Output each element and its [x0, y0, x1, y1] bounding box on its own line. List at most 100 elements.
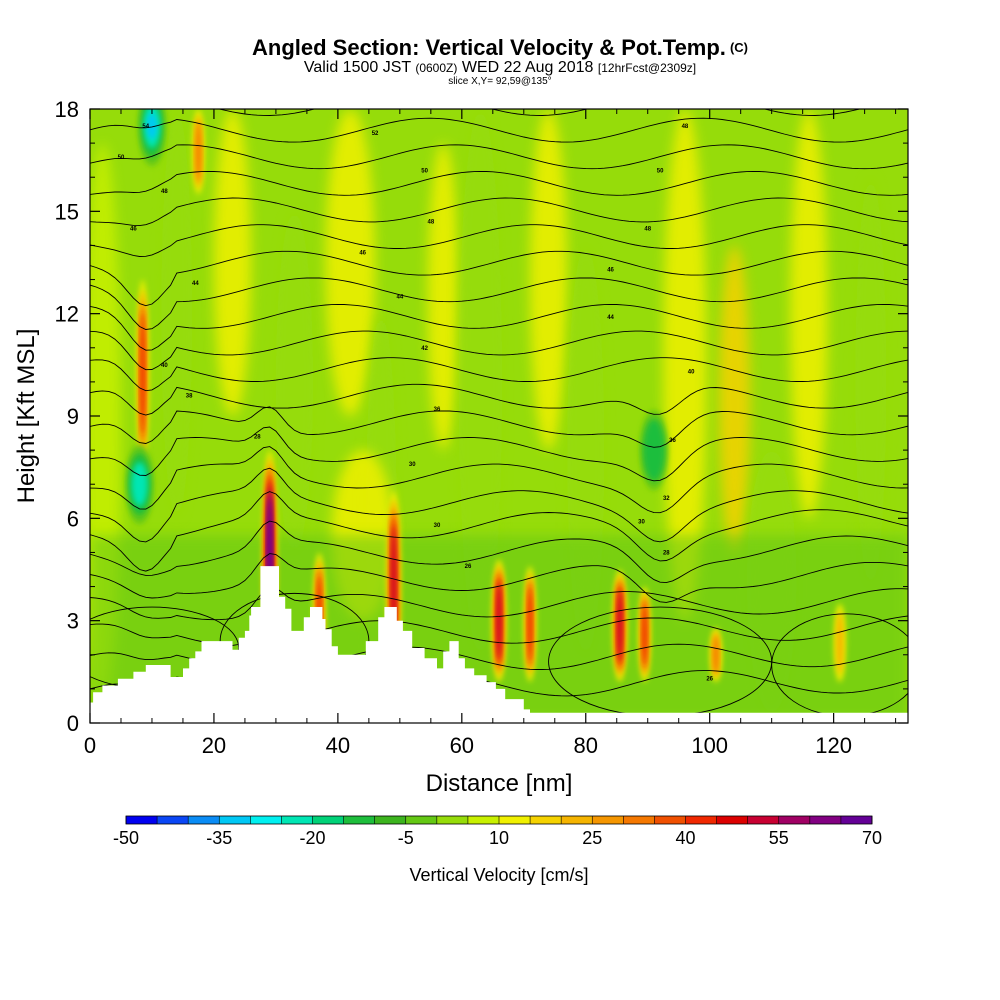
- theta-contour-label: 50: [657, 168, 664, 174]
- theta-contour: [90, 553, 908, 603]
- theta-contour-label: 30: [409, 462, 416, 468]
- x-axis: 0 20 40 60 80 100 120: [84, 109, 897, 758]
- x-tick-label: 80: [574, 733, 598, 758]
- theta-contours: [90, 109, 908, 717]
- colorbar-swatch: [561, 816, 593, 824]
- theta-contour-label: 32: [663, 496, 670, 502]
- subtitle-date: WED 22 Aug 2018: [461, 59, 594, 76]
- field-streak: [718, 245, 750, 553]
- theta-contour-label: 46: [130, 226, 137, 232]
- colorbar-swatch: [716, 816, 748, 824]
- theta-contour-label: 48: [682, 124, 689, 130]
- updraft-core: [713, 635, 719, 675]
- theta-contour-label: 38: [186, 394, 193, 400]
- updraft-core: [140, 310, 145, 436]
- theta-contour: [90, 586, 908, 621]
- theta-contour: [90, 467, 908, 543]
- colorbar-swatch: [499, 816, 531, 824]
- colorbar-swatch: [250, 816, 282, 824]
- x-tick-label: 120: [815, 733, 852, 758]
- y-tick-label: 0: [67, 711, 79, 736]
- colorbar-swatch: [405, 816, 438, 824]
- theta-contour-label: 48: [427, 220, 434, 226]
- colorbar-swatch: [747, 816, 780, 824]
- colorbar-swatch: [467, 816, 500, 824]
- theta-contour-label: 52: [372, 131, 379, 137]
- colorbar-swatch: [126, 816, 158, 824]
- colorbar-swatch: [840, 816, 873, 824]
- colorbar-swatch: [157, 816, 189, 824]
- y-tick-label: 15: [55, 199, 79, 224]
- theta-contour-label: 30: [638, 520, 645, 526]
- chart-title-unit: (C): [729, 40, 748, 55]
- y-axis-label: Height [Kft MSL]: [13, 329, 40, 504]
- terrain: [90, 566, 908, 723]
- theta-contour-label: 28: [254, 434, 261, 440]
- theta-contour: [90, 357, 908, 392]
- y-tick-label: 6: [67, 506, 79, 531]
- colorbar-label: Vertical Velocity [cm/s]: [409, 865, 588, 885]
- chart-title-block: Angled Section: Vertical Velocity & Pot.…: [0, 36, 1000, 88]
- colorbar-swatch: [436, 816, 469, 824]
- y-tick-label: 12: [55, 302, 79, 327]
- downdraft-core: [642, 419, 665, 482]
- field-streak: [663, 109, 707, 621]
- colorbar-swatch: [219, 816, 251, 824]
- field-streak: [161, 109, 193, 519]
- colorbar-swatch: [312, 816, 344, 824]
- colorbar-tick-label: 40: [675, 828, 695, 848]
- downdraft-core: [146, 113, 157, 140]
- theta-contour: [90, 197, 908, 227]
- chart-subtitle: Valid 1500 JST (0600Z) WED 22 Aug 2018 […: [0, 60, 1000, 76]
- theta-contour: [90, 170, 908, 196]
- updraft-core: [642, 602, 647, 667]
- x-tick-label: 40: [326, 733, 350, 758]
- colorbar-tick-label: -5: [398, 828, 414, 848]
- theta-contour: [90, 426, 908, 482]
- colorbar-swatch: [809, 816, 842, 824]
- field-streak: [213, 109, 252, 416]
- field-streak: [275, 211, 314, 553]
- theta-contour: [90, 144, 908, 170]
- theta-contour: [90, 250, 908, 307]
- y-tick-label: 18: [55, 97, 79, 122]
- y-tick-label: 3: [67, 609, 79, 634]
- theta-contour-labels: 54 52 48 50 50 50 48 48 48 46 46 46 44 44 44 42 40 40 38 36…: [118, 124, 714, 683]
- theta-contour-label: 44: [397, 295, 404, 301]
- colorbar-tick-label: 10: [489, 828, 509, 848]
- colorbar-swatch: [623, 816, 655, 824]
- downdraft-core: [131, 462, 148, 507]
- theta-contour-label: 48: [644, 226, 651, 232]
- colorbar-swatch: [188, 816, 220, 824]
- x-tick-label: 60: [450, 733, 474, 758]
- chart-title-text: Angled Section: Vertical Velocity & Pot.…: [252, 35, 726, 60]
- x-tick-label: 100: [691, 733, 728, 758]
- y-tick-label: 9: [67, 404, 79, 429]
- updraft-core: [496, 581, 502, 660]
- theta-contour-label: 26: [465, 564, 472, 570]
- colorbar: -50 -35 -20 -5 10 25 40 55 70: [113, 815, 882, 848]
- theta-contour: [90, 520, 908, 584]
- colorbar-swatch: [592, 816, 624, 824]
- updraft-core: [527, 585, 533, 663]
- colorbar-tick-label: 55: [769, 828, 789, 848]
- slice-label: slice X,Y= 92,59@135°: [448, 76, 552, 87]
- theta-contour: [90, 304, 908, 351]
- field-streak: [790, 109, 828, 519]
- colorbar-tick-label: -20: [299, 828, 325, 848]
- theta-contour-label: 48: [161, 189, 168, 195]
- theta-contour: [90, 446, 908, 514]
- colorbar-swatch: [685, 816, 717, 824]
- x-tick-label: 20: [202, 733, 226, 758]
- theta-contour-label: 40: [688, 370, 695, 376]
- chart-title: Angled Section: Vertical Velocity & Pot.…: [0, 36, 1000, 60]
- theta-contour: [90, 330, 908, 371]
- colorbar-swatch: [374, 816, 407, 824]
- theta-contour: [90, 277, 908, 330]
- updraft-core: [195, 121, 201, 183]
- colorbar-swatch: [530, 816, 562, 824]
- theta-contour-label: 50: [421, 168, 428, 174]
- theta-contour-label: 28: [663, 550, 670, 556]
- theta-contour-label: 50: [118, 155, 125, 161]
